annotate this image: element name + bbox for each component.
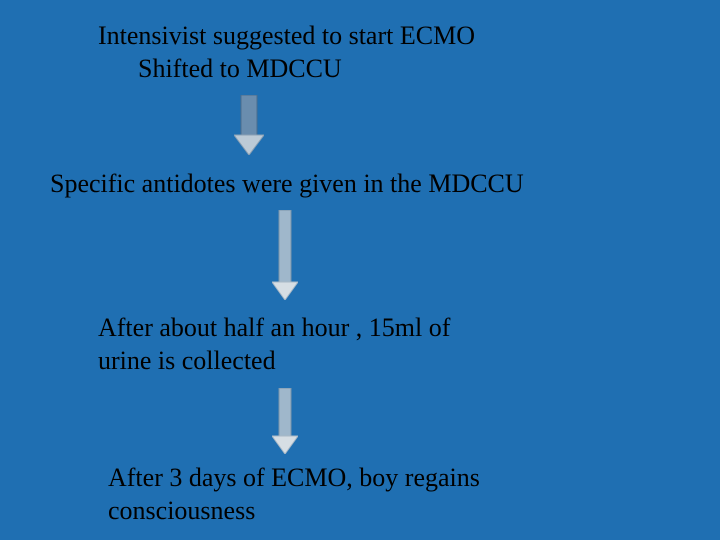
flow-step-text: After 3 days of ECMO, boy regains: [108, 462, 480, 495]
flow-step-text: Specific antidotes were given in the MDC…: [50, 168, 524, 201]
flow-step-text: After about half an hour , 15ml of: [98, 312, 450, 345]
flow-step-text: Shifted to MDCCU: [98, 53, 475, 86]
flow-step-4: After 3 days of ECMO, boy regainsconscio…: [108, 462, 480, 527]
flow-step-text: Intensivist suggested to start ECMO: [98, 20, 475, 53]
flow-step-3: After about half an hour , 15ml ofurine …: [98, 312, 450, 377]
flow-step-2: Specific antidotes were given in the MDC…: [50, 168, 524, 201]
flow-step-1: Intensivist suggested to start ECMOShift…: [98, 20, 475, 85]
down-arrow-icon: [234, 95, 264, 155]
down-arrow-icon: [272, 388, 298, 454]
flow-step-text: consciousness: [108, 495, 480, 528]
down-arrow-icon: [272, 210, 298, 300]
flow-step-text: urine is collected: [98, 345, 450, 378]
